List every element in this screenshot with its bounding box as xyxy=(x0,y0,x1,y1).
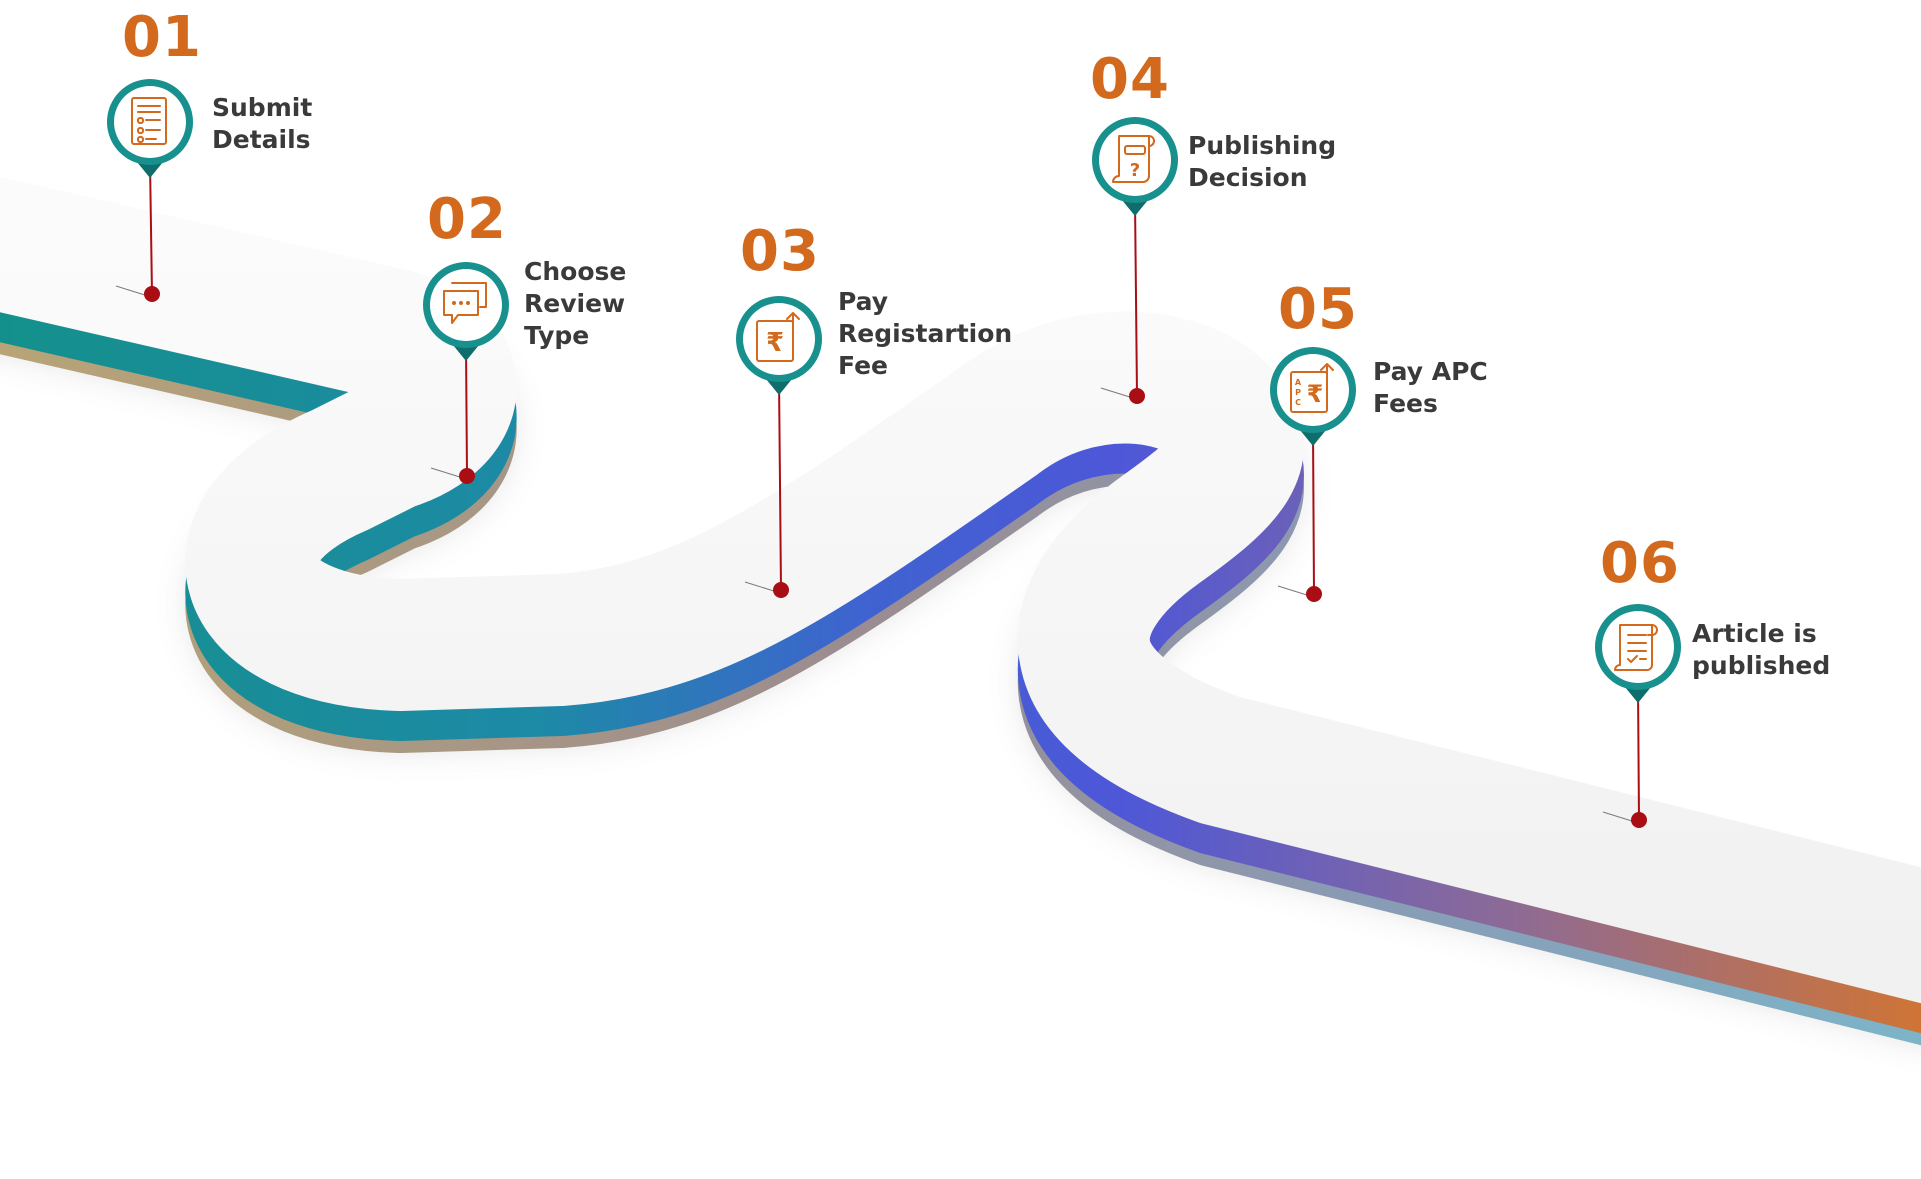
step-label-line: Pay xyxy=(838,287,889,316)
step-label-line: Submit xyxy=(212,93,313,122)
step-label-line: Details xyxy=(212,125,311,154)
svg-text:A: A xyxy=(1295,378,1302,387)
form-checklist-icon xyxy=(131,97,167,145)
step-label-line: Article is xyxy=(1692,619,1817,648)
step-marker-02 xyxy=(423,262,509,484)
pin-face xyxy=(430,269,502,341)
svg-text:P: P xyxy=(1295,388,1301,397)
step-number: 04 xyxy=(1090,47,1170,112)
road-top-surface xyxy=(0,176,1921,1004)
marker-dot xyxy=(459,468,475,484)
marker-dot xyxy=(1129,388,1145,404)
published-article-icon xyxy=(1614,624,1658,671)
step-label-line: Publishing xyxy=(1188,131,1337,160)
marker-dot xyxy=(1306,586,1322,602)
marker-dot xyxy=(144,286,160,302)
marker-dot xyxy=(1631,812,1647,828)
marker-stem xyxy=(1134,199,1138,397)
step-marker-01 xyxy=(107,79,193,302)
marker-dot xyxy=(773,582,789,598)
marker-tick xyxy=(744,581,778,593)
svg-text:C: C xyxy=(1295,398,1301,407)
step-label: Article is published xyxy=(1692,618,1830,682)
step-marker-06 xyxy=(1595,604,1681,828)
step-label: Submit Details xyxy=(212,92,312,156)
step-label-line: Choose xyxy=(524,257,627,286)
step-label-line: Fee xyxy=(838,351,888,380)
svg-text:?: ? xyxy=(1130,160,1140,181)
step-label: Choose Review Type xyxy=(524,256,626,352)
marker-tick xyxy=(1100,387,1134,399)
marker-tick xyxy=(1277,585,1311,597)
pin-pointer xyxy=(766,379,792,395)
step-label: Pay Registartion Fee xyxy=(838,286,1012,382)
step-label-line: Registartion xyxy=(838,319,1013,348)
step-label: Publishing Decision xyxy=(1188,130,1336,194)
marker-tick xyxy=(115,285,149,297)
marker-stem xyxy=(1637,686,1640,821)
pin-pointer xyxy=(137,162,163,178)
marker-stem xyxy=(149,161,153,295)
pin-pointer xyxy=(1300,430,1326,446)
step-label-line: Pay APC xyxy=(1373,357,1488,386)
pin-pointer xyxy=(1625,687,1651,703)
marker-tick xyxy=(1602,811,1636,823)
pin-face xyxy=(1602,611,1674,683)
step-label-line: Decision xyxy=(1188,163,1308,192)
marker-stem xyxy=(778,378,782,591)
chat-bubbles-icon xyxy=(443,282,487,324)
step-marker-03: ₹ xyxy=(736,296,822,598)
step-markers: ₹? APC ₹ xyxy=(107,79,1681,828)
svg-text:₹: ₹ xyxy=(766,328,784,358)
marker-tick xyxy=(430,467,464,479)
step-label-line: published xyxy=(1692,651,1831,680)
step-number: 05 xyxy=(1278,277,1358,342)
step-label: Pay APC Fees xyxy=(1373,356,1488,420)
rupee-payment-icon: ₹ xyxy=(756,312,800,362)
step-number: 06 xyxy=(1600,531,1680,596)
step-number: 01 xyxy=(122,5,202,70)
step-marker-04: ? xyxy=(1092,117,1178,404)
apc-rupee-payment-icon: APC ₹ xyxy=(1290,363,1334,413)
step-number: 02 xyxy=(427,187,507,252)
marker-stem xyxy=(465,344,468,477)
step-label-line: Fees xyxy=(1373,389,1438,418)
decision-scroll-icon: ? xyxy=(1112,135,1155,183)
pin-face xyxy=(114,86,186,158)
marker-stem xyxy=(1312,429,1315,595)
pin-pointer xyxy=(453,345,479,361)
pin-pointer xyxy=(1122,200,1148,216)
svg-text:₹: ₹ xyxy=(1307,380,1324,408)
step-label-line: Type xyxy=(524,321,590,350)
step-marker-05: APC ₹ xyxy=(1270,347,1356,602)
step-label-line: Review xyxy=(524,289,626,318)
step-number: 03 xyxy=(740,219,820,284)
